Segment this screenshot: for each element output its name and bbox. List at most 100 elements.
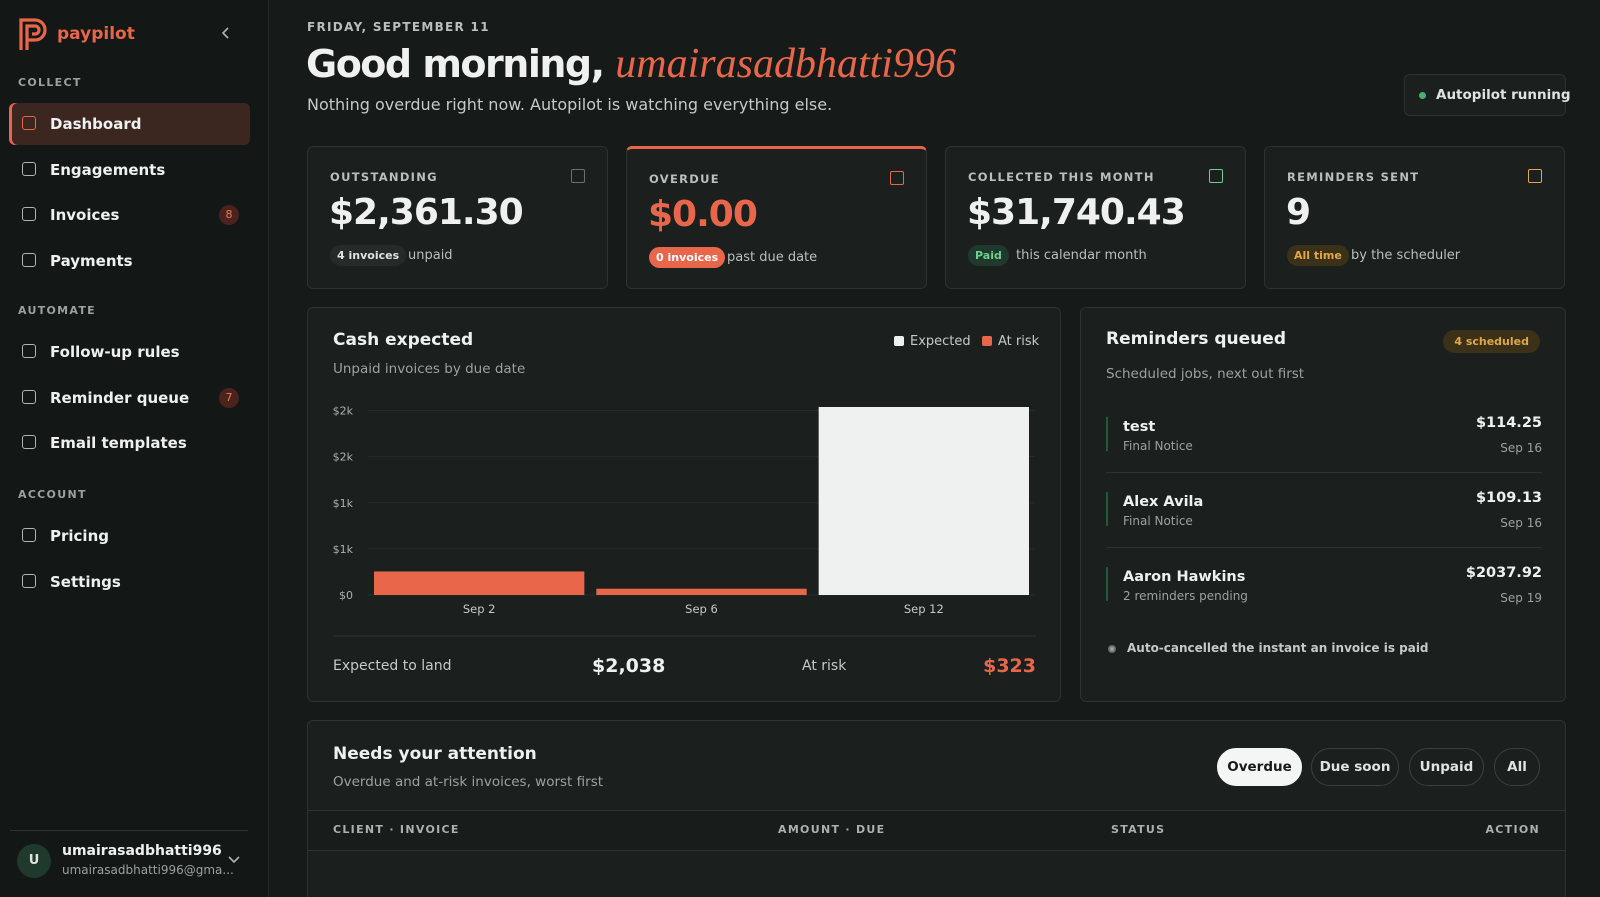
bar	[374, 571, 585, 595]
summary-label: At risk	[802, 658, 847, 674]
stat-tag: 0 invoices	[649, 247, 726, 268]
reminder-name: Aaron Hawkins	[1123, 569, 1246, 585]
status-dot	[1419, 92, 1426, 99]
nav-icon	[22, 116, 36, 130]
reminder-amount: $114.25	[1475, 415, 1542, 431]
nav-icon	[22, 161, 36, 176]
nav-item[interactable]: Engagements	[9, 149, 250, 191]
nav-label: Pricing	[50, 527, 109, 545]
nav-label: Settings	[50, 572, 121, 591]
nav-label: Engagements	[50, 160, 166, 179]
summary-value: $323	[983, 655, 1036, 677]
stat-icon	[890, 171, 904, 185]
stat-icon	[571, 169, 585, 183]
table-header	[308, 810, 1565, 851]
panel-title: Needs your attention	[333, 744, 537, 764]
nav-badge: 8	[219, 205, 239, 225]
cash-chart: Cash expected Unpaid invoices by due dat…	[333, 330, 1040, 677]
stat-label: OVERDUE	[649, 172, 720, 186]
avatar[interactable]: U	[17, 844, 51, 878]
legend-label: Expected	[910, 334, 971, 349]
reminder-detail: Final Notice	[1123, 514, 1193, 528]
subtitle: Nothing overdue right now. Autopilot is …	[307, 95, 833, 114]
section-title: AUTOMATE	[18, 304, 96, 317]
nav-label: Reminder queue	[50, 388, 190, 407]
nav-item[interactable]: Email templates	[9, 422, 250, 464]
y-tick-label: $1k	[333, 497, 354, 510]
stat-note: this calendar month	[1016, 248, 1147, 263]
row-divider	[1106, 547, 1542, 548]
divider	[10, 830, 248, 831]
nav-item[interactable]: Dashboard	[9, 103, 250, 145]
filter-pill[interactable]: Unpaid	[1409, 748, 1484, 786]
brand: paypilot	[57, 24, 135, 44]
stat-value: 9	[1286, 192, 1311, 233]
nav-label: Email templates	[50, 434, 187, 452]
panel-title: Reminders queued	[1106, 329, 1286, 349]
stat-card: OVERDUE $0.00 0 invoices past due date	[626, 146, 927, 289]
filter-pill[interactable]: All	[1494, 748, 1540, 786]
nav-icon	[22, 252, 36, 267]
filter-pill[interactable]: Overdue	[1217, 748, 1302, 786]
x-tick-label: Sep 6	[685, 602, 718, 616]
reminder-row[interactable]: Aaron Hawkins 2 reminders pending $2037.92…	[1106, 559, 1542, 623]
reminder-amount: $2037.92	[1465, 565, 1542, 581]
nav-item[interactable]: Settings	[9, 561, 250, 603]
status-text: Autopilot running	[1436, 87, 1571, 103]
user-menu[interactable]	[227, 855, 241, 865]
logo	[19, 18, 47, 50]
y-tick-label: $2k	[333, 405, 354, 418]
x-tick-label: Sep 12	[904, 602, 944, 616]
summary-value: $2,038	[592, 655, 665, 677]
nav-item[interactable]: Invoices 8	[9, 194, 250, 236]
date: FRIDAY, SEPTEMBER 11	[307, 20, 490, 34]
stat-card: COLLECTED THIS MONTH $31,740.43 Paid this c…	[945, 146, 1246, 289]
accent-bar	[1106, 417, 1108, 451]
nav-icon	[22, 389, 36, 404]
note: Auto-cancelled the instant an invoice is…	[1127, 641, 1429, 655]
nav-icon	[22, 528, 36, 542]
filter-pill[interactable]: Due soon	[1311, 748, 1399, 786]
stat-label: REMINDERS SENT	[1287, 170, 1420, 184]
panel-subtitle: Scheduled jobs, next out first	[1106, 366, 1305, 382]
stat-label: COLLECTED THIS MONTH	[968, 170, 1155, 184]
stat-card: REMINDERS SENT 9 All time by the scheduler	[1264, 146, 1565, 289]
column-header: ACTION	[1485, 823, 1540, 836]
nav-item[interactable]: Payments	[9, 240, 250, 282]
nav-label: Follow-up rules	[50, 343, 180, 361]
legend-label: At risk	[998, 334, 1040, 349]
accent-bar	[1106, 567, 1108, 601]
nav-icon	[22, 344, 36, 358]
section-title: COLLECT	[18, 76, 82, 89]
x-tick-label: Sep 2	[463, 602, 496, 616]
nav-label: Payments	[50, 251, 133, 270]
stat-note: past due date	[727, 250, 818, 265]
stat-icon	[1209, 169, 1223, 183]
nav-item[interactable]: Reminder queue 7	[9, 377, 250, 419]
nav-icon	[22, 435, 36, 449]
reminder-row[interactable]: Alex Avila Final Notice $109.13 Sep 16	[1106, 484, 1542, 548]
stat-note: unpaid	[408, 248, 453, 263]
row-divider	[1106, 472, 1542, 473]
nav-item[interactable]: Pricing	[9, 515, 250, 557]
greeting-text: Good morning,	[306, 42, 605, 86]
nav-badge: 7	[219, 387, 239, 408]
collapse-button[interactable]	[220, 26, 232, 40]
user-email: umairasadbhatti996@gma...	[62, 863, 234, 877]
y-tick-label: $1k	[333, 543, 354, 556]
chart-title: Cash expected	[333, 330, 473, 350]
stat-tag: Paid	[968, 245, 1009, 266]
column-header: STATUS	[1111, 823, 1166, 836]
nav-icon	[22, 573, 36, 588]
chart-subtitle: Unpaid invoices by due date	[333, 361, 525, 377]
reminder-date: Sep 19	[1500, 591, 1542, 605]
sidebar: paypilot COLLECT Dashboard Engagements Invo…	[0, 0, 269, 897]
panel-subtitle: Overdue and at-risk invoices, worst firs…	[333, 774, 604, 790]
nav-item[interactable]: Follow-up rules	[9, 331, 250, 373]
scheduled-tag: 4 scheduled	[1443, 330, 1540, 353]
attention-panel	[307, 720, 1566, 897]
autopilot-status[interactable]: Autopilot running	[1404, 74, 1571, 116]
reminder-row[interactable]: test Final Notice $114.25 Sep 16	[1106, 409, 1542, 473]
